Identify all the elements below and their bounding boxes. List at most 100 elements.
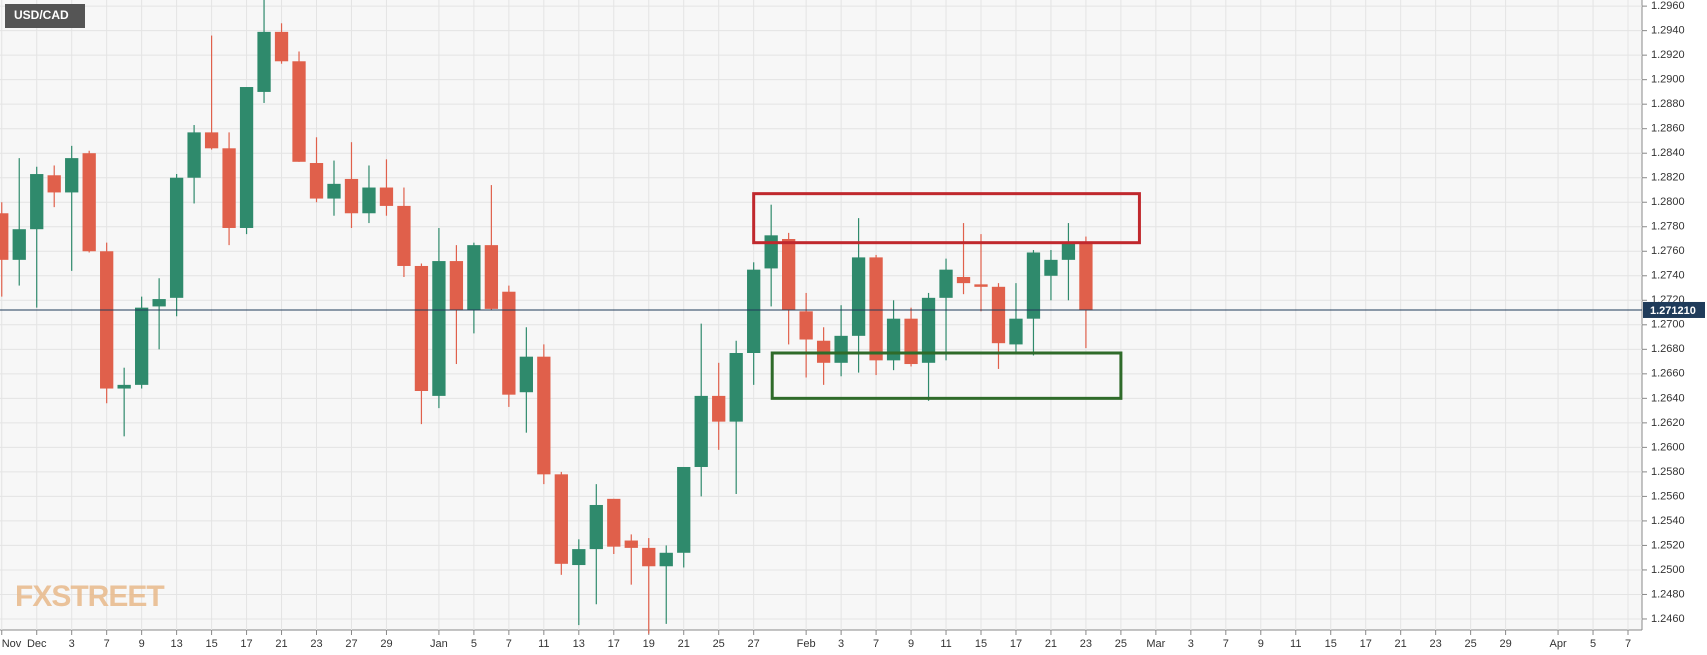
zone-box <box>752 192 1141 245</box>
candle-body <box>169 177 184 298</box>
x-tick-label: Feb <box>797 638 816 650</box>
x-tick-label: 27 <box>345 638 357 650</box>
candle-body <box>991 286 1006 344</box>
x-tick-label: 29 <box>1499 638 1511 650</box>
y-tick-label: 1.2840 <box>1651 147 1685 159</box>
x-tick-label: 21 <box>678 638 690 650</box>
candle-body <box>204 132 219 149</box>
x-tick-label: Apr <box>1550 638 1567 650</box>
x-tick-label: 25 <box>713 638 725 650</box>
candle-body <box>414 265 429 391</box>
candle-body <box>764 235 778 269</box>
x-tick-label: Mar <box>1146 638 1165 650</box>
y-tick-label: 1.2680 <box>1651 343 1685 355</box>
x-tick-label: 13 <box>573 638 585 650</box>
candle-body <box>432 261 446 396</box>
candle-body <box>694 395 708 467</box>
x-tick-label: 21 <box>1395 638 1407 650</box>
candle-body <box>47 175 61 193</box>
candle-body <box>379 187 394 206</box>
candle-body <box>449 261 464 311</box>
x-tick-label: 9 <box>139 638 145 650</box>
plot-background <box>0 0 1642 630</box>
x-tick-label: 5 <box>471 638 477 650</box>
candle-body <box>886 318 901 361</box>
candle-body <box>904 318 918 365</box>
x-tick-label: 21 <box>275 638 287 650</box>
x-tick-label: 17 <box>1360 638 1372 650</box>
y-tick-label: 1.2540 <box>1651 515 1685 527</box>
y-tick-label: 1.2460 <box>1651 613 1685 625</box>
x-tick-label: 23 <box>310 638 322 650</box>
candle-body <box>921 297 936 363</box>
y-tick-label: 1.2560 <box>1651 490 1685 502</box>
y-tick-label: 1.2860 <box>1651 123 1685 135</box>
x-tick-label: 15 <box>975 638 987 650</box>
y-tick-label: 1.2960 <box>1651 0 1685 12</box>
candle-body <box>747 269 761 353</box>
candle-body <box>729 352 743 422</box>
candle-body <box>851 257 866 336</box>
candle-body <box>537 356 551 475</box>
candle-body <box>607 498 621 547</box>
x-tick-label: 15 <box>1325 638 1337 650</box>
candle-body <box>0 213 9 260</box>
candle-body <box>134 307 149 385</box>
candle-body <box>782 239 796 311</box>
x-tick-label: 11 <box>940 638 951 650</box>
candle-body <box>274 31 289 62</box>
candle-body <box>1079 243 1093 311</box>
candle-body <box>344 178 359 214</box>
title-box <box>5 4 85 28</box>
x-tick-label: 17 <box>608 638 620 650</box>
y-tick-label: 1.2740 <box>1651 270 1685 282</box>
candle-body <box>30 174 44 230</box>
x-tick-label: 5 <box>1590 638 1596 650</box>
candle-body <box>502 291 516 395</box>
watermark: FXSTREET <box>15 580 164 613</box>
x-tick-label: 25 <box>1465 638 1477 650</box>
y-tick-label: 1.2820 <box>1651 172 1685 184</box>
x-tick-label: 3 <box>1188 638 1194 650</box>
candle-body <box>327 183 341 199</box>
y-tick-label: 1.2520 <box>1651 539 1685 551</box>
x-tick-label: 23 <box>1430 638 1442 650</box>
candle-body <box>1044 259 1058 276</box>
current-price-box <box>1643 301 1705 318</box>
candle-body <box>1009 318 1023 345</box>
candle-body <box>554 474 568 564</box>
x-tick-label: 29 <box>380 638 392 650</box>
candle-body <box>834 335 848 363</box>
candle-body <box>974 284 988 287</box>
candle-body <box>397 205 411 266</box>
y-tick-label: 1.2920 <box>1651 49 1685 61</box>
y-tick-label: 1.2480 <box>1651 588 1685 600</box>
candle-body <box>467 245 481 311</box>
candle-body <box>187 132 201 178</box>
x-tick-label: Nov <box>2 638 22 650</box>
chart-title: USD/CAD <box>14 8 69 22</box>
candle-body <box>239 87 254 228</box>
x-tick-label: 3 <box>69 638 75 650</box>
candle-body <box>309 163 324 199</box>
y-tick-label: 1.2940 <box>1651 25 1685 37</box>
x-tick-label: 7 <box>506 638 512 650</box>
x-tick-label: 27 <box>748 638 760 650</box>
candle-body <box>624 540 638 548</box>
x-tick-label: 9 <box>1258 638 1264 650</box>
x-tick-label: 23 <box>1080 638 1092 650</box>
x-tick-label: 11 <box>538 638 549 650</box>
x-tick-label: 25 <box>1115 638 1127 650</box>
y-tick-label: 1.2580 <box>1651 466 1685 478</box>
y-tick-label: 1.2780 <box>1651 221 1685 233</box>
candle-body <box>292 61 306 162</box>
x-tick-label: 13 <box>170 638 182 650</box>
x-tick-label: 17 <box>240 638 252 650</box>
candle-body <box>152 299 166 307</box>
x-tick-label: 7 <box>873 638 879 650</box>
x-tick-label: 15 <box>205 638 217 650</box>
y-tick-label: 1.2500 <box>1651 564 1685 576</box>
candle-body <box>257 31 271 92</box>
